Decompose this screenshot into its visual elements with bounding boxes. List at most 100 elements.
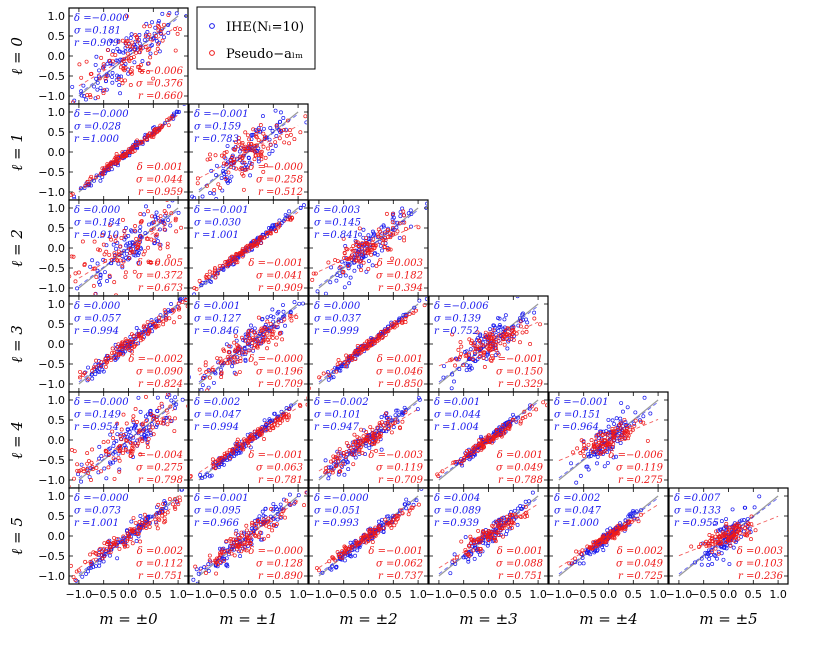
ihe-stat-r: r =1.001 (194, 230, 239, 241)
pseudo-stat-delta: δ =−0.006 (128, 66, 183, 77)
pseudo-stat-r: r =0.329 (498, 379, 544, 390)
pseudo-stat-r: r =0.909 (258, 283, 304, 294)
ihe-stat-r: r =0.947 (314, 422, 360, 433)
pseudo-stat-r: r =0.709 (258, 379, 304, 390)
pseudo-stat-sigma: σ =0.046 (376, 367, 424, 378)
pseudo-stat-delta: δ =0.001 (497, 546, 543, 557)
ihe-stat-delta: δ =−0.000 (74, 13, 129, 24)
pseudo-stat-delta: δ =0.001 (497, 450, 543, 461)
pseudo-stat-r: r =0.751 (138, 571, 183, 582)
pseudo-stat-sigma: σ =0.044 (136, 175, 183, 186)
ihe-stat-delta: δ =0.000 (74, 301, 121, 312)
pseudo-stat-r: r =0.673 (138, 283, 183, 294)
ihe-stat-sigma: σ =0.181 (74, 26, 121, 37)
ihe-point (311, 193, 314, 196)
ihe-stat-r: r =0.994 (194, 422, 239, 433)
ihe-stat-delta: δ =−0.006 (434, 301, 489, 312)
pseudo-stat-sigma: σ =0.182 (376, 271, 423, 282)
pseudo-stat-r: r =0.890 (258, 571, 304, 582)
ihe-point (59, 585, 62, 588)
pseudo-stat-sigma: σ =0.112 (136, 559, 183, 570)
ihe-stat-delta: δ =−0.001 (194, 493, 249, 504)
ihe-stat-r: r =0.964 (554, 422, 599, 433)
pseudo-stat-r: r =0.850 (378, 379, 424, 390)
ihe-point (65, 489, 68, 492)
pseudo-stat-r: r =0.751 (498, 571, 543, 582)
ihe-stat-sigma: σ =0.145 (314, 218, 361, 229)
ihe-stat-r: r =0.783 (194, 134, 239, 145)
pseudo-stat-r: r =0.660 (138, 91, 184, 102)
ihe-stat-delta: δ =0.001 (194, 301, 240, 312)
ihe-stat-delta: δ =−0.002 (314, 397, 369, 408)
ihe-stat-sigma: σ =0.073 (74, 506, 121, 517)
ihe-stat-r: r =0.999 (314, 326, 360, 337)
ihe-stat-r: r =0.910 (74, 230, 120, 241)
ihe-stat-delta: δ =−0.000 (74, 397, 129, 408)
pseudo-stat-sigma: σ =0.088 (496, 559, 543, 570)
ihe-point (305, 96, 308, 99)
ihe-stat-sigma: σ =0.047 (194, 410, 242, 421)
pseudo-stat-delta: δ =−0.003 (368, 450, 423, 461)
pseudo-stat-sigma: σ =0.090 (136, 367, 184, 378)
ihe-stat-delta: δ =0.004 (434, 493, 480, 504)
pseudo-stat-sigma: σ =0.376 (136, 79, 184, 90)
pseudo-stat-sigma: σ =0.119 (376, 463, 424, 474)
pseudo-stat-delta: δ =−0.006 (608, 450, 663, 461)
ihe-stat-sigma: σ =0.101 (314, 410, 361, 421)
pseudo-stat-delta: δ =0.005 (137, 258, 183, 269)
ihe-stat-delta: δ =0.001 (434, 397, 480, 408)
pseudo-stat-delta: δ =−0.001 (368, 546, 423, 557)
ihe-stat-sigma: σ =0.089 (434, 506, 482, 517)
ihe-stat-sigma: σ =0.139 (434, 314, 482, 325)
pseudo-stat-r: r =0.959 (138, 187, 184, 198)
pseudo-stat-sigma: σ =0.128 (256, 559, 303, 570)
ihe-point (52, 601, 55, 604)
ihe-stat-sigma: σ =0.057 (74, 314, 122, 325)
ihe-stat-sigma: σ =0.159 (194, 122, 242, 133)
pseudo-stat-delta: δ =−0.002 (128, 354, 183, 365)
ihe-point (324, 80, 327, 83)
ihe-stat-delta: δ =0.000 (314, 301, 361, 312)
ihe-stat-delta: δ =−0.001 (194, 205, 249, 216)
ihe-stat-r: r =0.909 (74, 38, 120, 49)
pseudo-point (673, 416, 676, 419)
ihe-point (203, 90, 206, 93)
pseudo-stat-delta: δ =−0.000 (248, 162, 303, 173)
ihe-stat-r: r =1.000 (74, 134, 120, 145)
ihe-stat-r: r =0.993 (314, 518, 359, 529)
ihe-stat-sigma: σ =0.051 (314, 506, 361, 517)
pseudo-point (65, 568, 68, 571)
pseudo-stat-sigma: σ =0.119 (616, 463, 664, 474)
pseudo-stat-sigma: σ =0.063 (256, 463, 303, 474)
pseudo-point (149, 0, 152, 3)
ihe-stat-sigma: σ =0.149 (74, 410, 122, 421)
ihe-point (66, 393, 69, 396)
ihe-stat-r: r =0.841 (314, 230, 359, 241)
pseudo-stat-delta: δ =0.001 (377, 354, 423, 365)
pseudo-stat-delta: δ =−0.001 (488, 354, 543, 365)
pseudo-stat-sigma: σ =0.196 (256, 367, 304, 378)
ihe-point (172, 2, 175, 5)
pseudo-stat-delta: δ =0.001 (137, 162, 183, 173)
pseudo-point (296, 99, 299, 102)
ihe-stat-r: r =1.001 (74, 518, 119, 529)
pseudo-stat-delta: δ =0.003 (377, 258, 423, 269)
ihe-stat-r: r =0.954 (74, 422, 119, 433)
ihe-stat-r: r =0.994 (74, 326, 119, 337)
ihe-stat-delta: δ =−0.000 (74, 109, 129, 120)
ihe-stat-sigma: σ =0.127 (194, 314, 242, 325)
ihe-stat-sigma: σ =0.037 (314, 314, 362, 325)
pseudo-stat-delta: δ =−0.000 (248, 546, 303, 557)
